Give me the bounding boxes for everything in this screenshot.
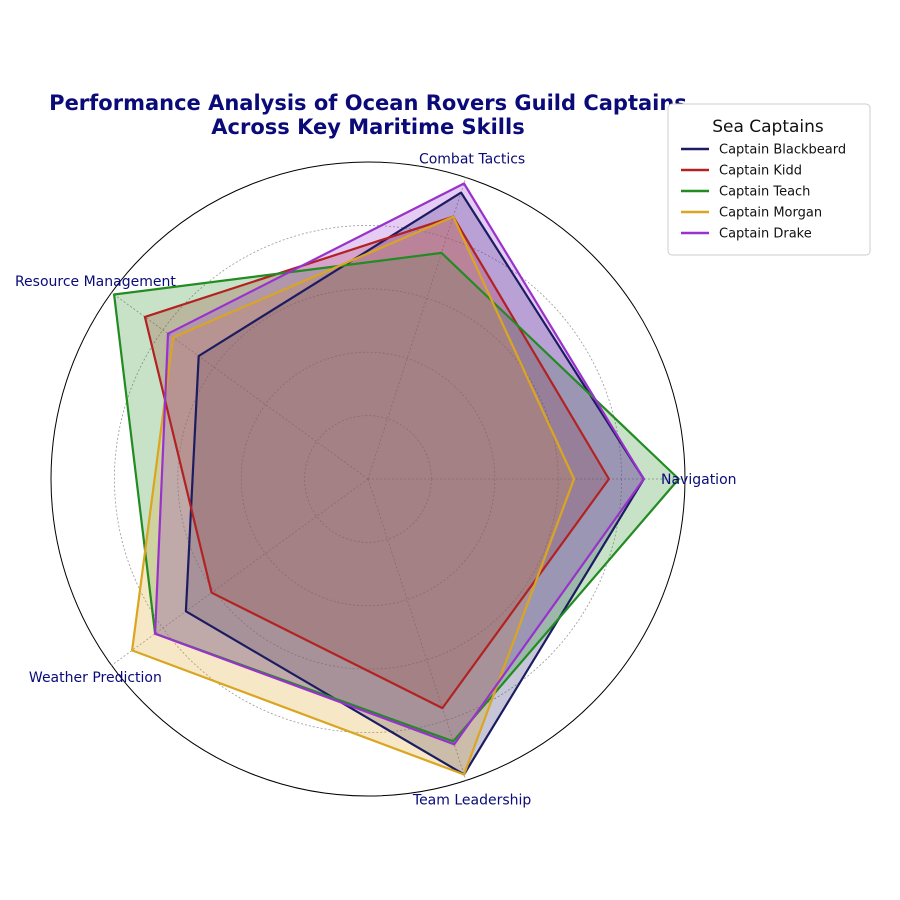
- grid-ring-2: [240, 351, 496, 607]
- series-line-captain-kidd: [143, 215, 611, 710]
- legend-items: Captain Blackbeard Captain Kidd Captain Te…: [681, 143, 846, 242]
- series-area-captain-drake: [155, 183, 644, 745]
- grid-ring-3: [177, 288, 559, 670]
- legend-label-captain-teach: Captain Teach: [719, 185, 810, 200]
- series-area-captain-morgan: [132, 216, 574, 775]
- legend-label-captain-drake: Captain Drake: [719, 227, 812, 242]
- series-line-captain-teach: [112, 251, 680, 743]
- spoke-5: [367, 478, 467, 781]
- series-area-captain-teach: [114, 252, 679, 742]
- chart-title-line-2: Across Key Maritime Skills: [211, 115, 524, 139]
- legend-title: Sea Captains: [712, 117, 824, 137]
- series-line-captain-blackbeard: [184, 191, 645, 776]
- axis-label-resource-management: Resource Management: [15, 274, 176, 290]
- series-line-captain-morgan: [131, 215, 576, 776]
- legend-frame: [667, 103, 871, 256]
- series-area-captain-kidd: [144, 216, 609, 709]
- axis-labels: Navigation Combat Tactics Resource Managem…: [15, 152, 737, 809]
- axis-label-weather-prediction: Weather Prediction: [29, 670, 162, 686]
- legend: Sea Captains Captain Blackbeard Captain K…: [667, 103, 871, 256]
- legend-label-captain-morgan: Captain Morgan: [719, 206, 822, 221]
- axis-label-navigation: Navigation: [661, 472, 737, 488]
- spoke-2: [367, 177, 467, 480]
- axis-label-combat-tactics: Combat Tactics: [419, 152, 525, 168]
- axis-label-team-leadership: Team Leadership: [412, 793, 532, 809]
- spoke-3: [111, 292, 369, 480]
- series-line-captain-drake: [154, 182, 645, 746]
- grid-ring-1: [304, 415, 432, 543]
- legend-label-captain-kidd: Captain Kidd: [719, 164, 802, 179]
- legend-label-captain-blackbeard: Captain Blackbeard: [719, 143, 846, 158]
- chart-title-line-1: Performance Analysis of Ocean Rovers Gui…: [49, 91, 687, 115]
- radar-series: [112, 182, 680, 776]
